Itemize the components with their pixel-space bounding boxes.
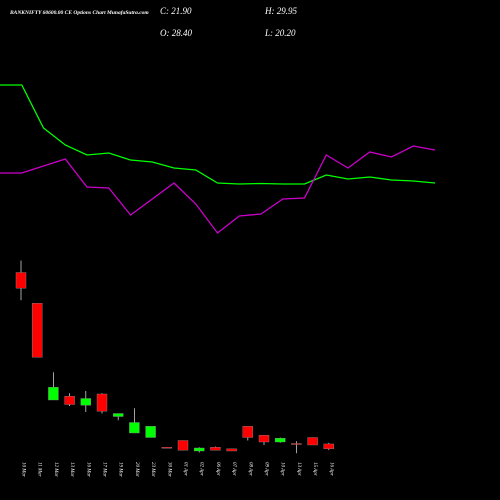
- candle-body: [96, 393, 108, 412]
- x-tick-label: 17 Mar: [102, 462, 107, 477]
- x-tick-label: 13 Apr: [296, 462, 301, 476]
- candle-body: [15, 272, 27, 289]
- candle-body: [48, 387, 59, 401]
- x-tick-label: 06 Apr: [215, 462, 220, 476]
- overlay-line: [0, 84, 436, 185]
- candle-body: [161, 447, 173, 449]
- x-tick-label: 30 Mar: [166, 462, 171, 477]
- x-tick-label: 13 Mar: [69, 462, 74, 477]
- chart-title: BANKNIFTY 60600.00 CE Options Chart Muna…: [9, 10, 149, 16]
- x-tick-label: 20 Mar: [134, 462, 139, 477]
- candle-body: [258, 435, 270, 443]
- candle-body: [275, 438, 286, 443]
- x-tick-label: 16 Mar: [85, 462, 90, 477]
- x-tick-label: 09 Apr: [264, 462, 269, 476]
- x-tick-label: 11 Mar: [37, 462, 42, 477]
- candle-body: [145, 426, 156, 438]
- candle-body: [226, 448, 237, 452]
- x-tick-label: 15 Apr: [312, 462, 317, 476]
- x-tick-label: 08 Apr: [247, 462, 252, 476]
- candle-body: [291, 443, 302, 445]
- x-tick-label: 23 Mar: [150, 462, 155, 477]
- x-tick-label: 01 Apr: [183, 462, 188, 476]
- low-label: L: 20.20: [264, 28, 296, 38]
- x-tick-label: 16 Apr: [328, 462, 333, 476]
- candle-body: [112, 413, 124, 417]
- candle-body: [129, 422, 140, 434]
- overlay-line: [0, 145, 436, 234]
- candle-body: [64, 396, 75, 405]
- close-label: C: 21.90: [160, 6, 192, 16]
- candle-body: [210, 447, 221, 451]
- candle-body: [177, 440, 189, 451]
- candle-body: [323, 443, 334, 450]
- x-tick-label: 07 Apr: [231, 462, 236, 476]
- x-tick-label: 02 Apr: [199, 462, 204, 476]
- candle-body: [193, 447, 205, 452]
- candle-body: [80, 398, 92, 406]
- x-tick-label: 12 Mar: [53, 462, 58, 477]
- x-tick-label: 10 Apr: [280, 462, 285, 476]
- x-tick-label: 19 Mar: [118, 462, 123, 477]
- candle-body: [242, 426, 254, 438]
- x-tick-label: 10 Mar: [21, 462, 26, 477]
- open-label: O: 28.40: [160, 28, 192, 38]
- high-label: H: 29.95: [264, 6, 297, 16]
- candle-body: [32, 303, 43, 358]
- candle-body: [307, 437, 318, 446]
